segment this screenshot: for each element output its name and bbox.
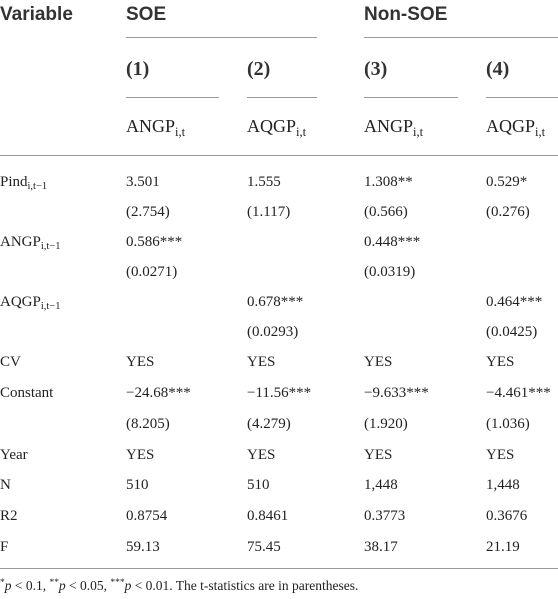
column-var-2: AQGPi,t	[247, 116, 307, 139]
table-cell: −4.461***	[486, 385, 551, 401]
table-cell: 38.17	[364, 539, 398, 555]
column-var-4: AQGPi,t	[486, 116, 546, 139]
table-cell: YES	[486, 354, 515, 370]
header-bottom-rule	[0, 155, 558, 156]
table-cell: −9.633***	[364, 385, 429, 401]
table-cell: 1,448	[364, 477, 398, 493]
row-label-aqgp-lag: AQGPi,t−1	[0, 294, 61, 313]
row-label-f: F	[0, 539, 9, 555]
table-cell: 0.464***	[486, 294, 543, 310]
table-cell: YES	[364, 447, 393, 463]
table-cell: 0.586***	[126, 234, 183, 250]
column-number-3: (3)	[364, 58, 388, 80]
table-cell-se: (8.205)	[126, 416, 170, 432]
table-cell-se: (0.0319)	[364, 264, 416, 280]
table-cell: 0.678***	[247, 294, 304, 310]
column-var-3: ANGPi,t	[364, 116, 424, 139]
table-cell-se: (0.0271)	[126, 264, 178, 280]
column-rule-1	[126, 97, 219, 98]
table-cell: YES	[126, 447, 155, 463]
table-cell: 510	[247, 477, 270, 493]
table-cell: 510	[126, 477, 149, 493]
column-rule-2	[247, 97, 317, 98]
table-cell-se: (2.754)	[126, 204, 170, 220]
column-number-4: (4)	[486, 58, 510, 80]
table-cell: 0.3773	[364, 508, 406, 524]
table-footnote: *p < 0.1, **p < 0.05, ***p < 0.01. The t…	[0, 577, 359, 593]
table-cell: YES	[126, 354, 155, 370]
column-rule-3	[364, 97, 458, 98]
table-cell-se: (0.0425)	[486, 324, 538, 340]
table-cell: 21.19	[486, 539, 520, 555]
group-header-soe: SOE	[126, 4, 167, 25]
table-cell: 1,448	[486, 477, 520, 493]
variable-header: Variable	[0, 4, 73, 25]
column-var-1: ANGPi,t	[126, 116, 186, 139]
table-cell: 0.448***	[364, 234, 421, 250]
table-cell: YES	[247, 354, 276, 370]
table-cell-se: (1.920)	[364, 416, 408, 432]
row-label-n: N	[0, 477, 11, 493]
row-label-cv: CV	[0, 354, 21, 370]
group-header-non-soe: Non-SOE	[364, 4, 448, 25]
table-cell: 0.529*	[486, 174, 528, 190]
row-label-year: Year	[0, 447, 28, 463]
table-cell: 0.3676	[486, 508, 528, 524]
table-cell: 1.555	[247, 174, 281, 190]
table-cell: 0.8461	[247, 508, 289, 524]
table-cell: YES	[247, 447, 276, 463]
row-label-constant: Constant	[0, 385, 54, 401]
table-cell-se: (4.279)	[247, 416, 291, 432]
table-cell: YES	[486, 447, 515, 463]
group-rule-non-soe	[364, 37, 558, 38]
table-cell: 3.501	[126, 174, 160, 190]
table-cell: YES	[364, 354, 393, 370]
group-rule-soe	[126, 37, 317, 38]
row-label-angp-lag: ANGPi,t−1	[0, 234, 61, 253]
table-cell-se: (1.036)	[486, 416, 530, 432]
table-cell-se: (0.566)	[364, 204, 408, 220]
row-label-pind: Pindi,t−1	[0, 174, 48, 193]
table-cell: 1.308**	[364, 174, 413, 190]
table-cell: 0.8754	[126, 508, 168, 524]
table-cell: −24.68***	[126, 385, 191, 401]
column-number-2: (2)	[247, 58, 271, 80]
row-label-r2: R2	[0, 508, 18, 524]
table-cell: 75.45	[247, 539, 281, 555]
table-cell-se: (0.0293)	[247, 324, 299, 340]
table-cell-se: (1.117)	[247, 204, 291, 220]
column-rule-4	[486, 97, 558, 98]
table-cell-se: (0.276)	[486, 204, 530, 220]
table-cell: 59.13	[126, 539, 160, 555]
column-number-1: (1)	[126, 58, 150, 80]
table-bottom-rule	[0, 568, 558, 569]
table-cell: −11.56***	[247, 385, 312, 401]
